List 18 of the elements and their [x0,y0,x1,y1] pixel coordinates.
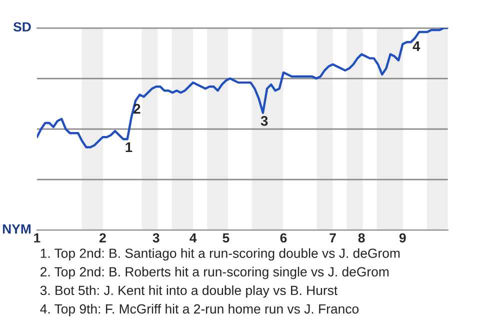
text: SD [13,22,31,32]
text: NYM [2,224,31,234]
x-tick-label: 1 [34,233,40,242]
x-tick-label: 3 [152,233,160,243]
x-tick-label: 7 [330,233,336,242]
x-tick-label: 9 [399,233,406,243]
x-tick-label: 6 [280,233,287,243]
x-tick-label: 4 [190,233,197,242]
annotation: 4 [412,41,420,51]
x-tick-label: 5 [222,233,230,243]
x-tick-label: 8 [358,233,365,243]
text: 4. Top 9th: F. McGriff hit a 2-run home run vs J. Franco [40,304,359,316]
text: 3. Bot 5th: J. Kent hit into a double play vs B. Hurst [40,285,338,298]
text: 2. Top 2nd: B. Roberts hit a run-scoring single vs J. deGrom [40,266,389,280]
x-tick-label: 2 [99,233,106,242]
annotation: 1 [126,142,132,152]
annotation: 3 [260,116,268,126]
text: 1. Top 2nd: B. Santiago hit a run-scoring double vs J. deGrom [40,248,400,261]
